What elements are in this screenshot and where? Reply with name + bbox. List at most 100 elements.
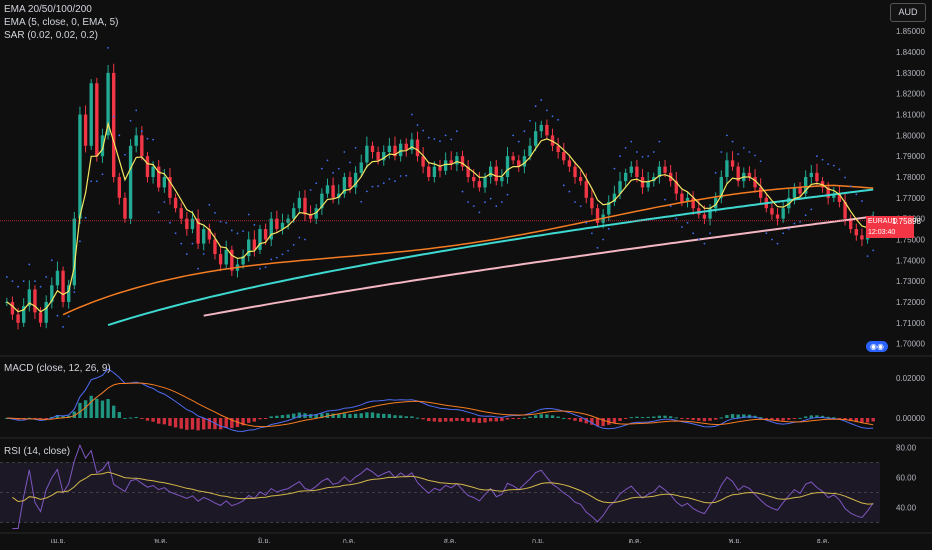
candle-body <box>612 193 617 202</box>
sar-dot <box>681 226 683 228</box>
sar-dot <box>287 249 290 252</box>
sar-dot <box>270 258 273 261</box>
sar-dot <box>332 171 335 174</box>
legend-sar[interactable]: SAR (0.02, 0.02, 0.2) <box>4 30 98 41</box>
ema200-line <box>203 215 874 317</box>
candle-body <box>331 185 335 198</box>
candle-body <box>179 208 183 219</box>
macd-histogram-bar <box>832 417 836 419</box>
macd-histogram-bar <box>325 412 330 418</box>
macd-histogram-bar <box>730 414 735 418</box>
macd-histogram-bar <box>202 418 206 430</box>
candle-body <box>207 229 212 240</box>
sar-dot <box>422 129 425 132</box>
sar-dot <box>484 201 486 204</box>
sar-dot <box>619 155 621 158</box>
candle-body <box>157 166 161 188</box>
macd-histogram-bar <box>539 414 543 418</box>
macd-histogram-bar <box>112 405 116 418</box>
sar-dot <box>855 193 858 196</box>
sar-dot <box>124 153 126 156</box>
sar-dot <box>349 161 351 164</box>
macd-histogram-bar <box>207 418 212 430</box>
rsi-tick-label: 40.00 <box>896 504 917 513</box>
sar-dot <box>568 190 571 193</box>
candle-body <box>308 214 313 219</box>
sar-dot <box>247 213 250 216</box>
candle-body <box>376 152 380 161</box>
legend-ema-single[interactable]: EMA (5, close, 0, EMA, 5) <box>4 17 119 28</box>
macd-histogram-bar <box>505 418 510 420</box>
candle-body <box>50 285 54 302</box>
candle-body <box>22 306 26 323</box>
sar-dot <box>214 212 216 214</box>
macd-histogram-bar <box>263 418 268 419</box>
macd-histogram-bar <box>623 418 628 419</box>
sar-dot <box>731 140 734 143</box>
legend-rsi[interactable]: RSI (14, close) <box>4 446 71 457</box>
macd-histogram-bar <box>725 415 729 418</box>
sar-dot <box>129 119 132 122</box>
sar-dot <box>146 137 149 140</box>
macd-histogram-bar <box>376 413 380 418</box>
candle-body <box>837 193 842 202</box>
candle-body <box>792 187 797 198</box>
macd-histogram-bar <box>798 417 802 419</box>
sar-dot <box>596 246 599 249</box>
sar-dot <box>838 168 841 171</box>
sar-dot <box>180 242 183 245</box>
macd-histogram-bar <box>145 418 150 421</box>
candle-body <box>455 156 459 165</box>
macd-histogram-bar <box>443 418 448 422</box>
sar-dot <box>202 253 205 255</box>
legend-ema-multi[interactable]: EMA 20/50/100/200 <box>4 4 92 15</box>
candle-body <box>100 135 105 157</box>
macd-histogram-bar <box>190 418 195 430</box>
candle-body <box>258 229 262 250</box>
macd-histogram-bar <box>55 415 60 418</box>
candle-body <box>134 135 138 146</box>
candle-body <box>466 166 470 177</box>
sar-dot <box>697 238 700 241</box>
sar-dot <box>320 167 323 170</box>
sar-dot <box>590 232 593 235</box>
candle-body <box>573 166 577 177</box>
candle-body <box>798 187 802 194</box>
currency-button[interactable]: AUD <box>890 3 926 22</box>
legend-macd[interactable]: MACD (close, 12, 26, 9) <box>4 363 111 374</box>
time-tick-label: พ.ย. <box>729 538 742 545</box>
sar-dot <box>799 220 801 223</box>
macd-histogram-bar <box>415 417 420 419</box>
replay-icon[interactable]: ◉◉ <box>866 341 888 352</box>
candle-body <box>314 208 318 219</box>
macd-histogram-bar <box>635 416 639 418</box>
candle-body <box>618 181 622 194</box>
sar-dot <box>191 242 194 245</box>
candle-body <box>787 197 791 209</box>
sar-dot <box>67 315 70 318</box>
candle-body <box>241 256 245 265</box>
macd-histogram-bar <box>331 413 335 418</box>
price-tick-label: 1.77000 <box>896 194 925 203</box>
ema100-line <box>107 188 874 327</box>
sar-dot <box>771 238 773 241</box>
ema50-line <box>62 184 874 316</box>
macd-histogram-bar <box>488 418 493 422</box>
candle-body <box>500 177 504 182</box>
sar-dot <box>90 180 93 183</box>
sar-dot <box>579 205 582 208</box>
macd-histogram-bar <box>393 415 397 418</box>
sar-dot <box>793 222 796 225</box>
macd-histogram-bar <box>764 418 768 419</box>
macd-histogram-bar <box>590 418 594 425</box>
macd-line <box>6 368 874 432</box>
sar-dot <box>574 201 576 203</box>
macd-histogram-bar <box>668 416 673 418</box>
candle-body <box>106 72 110 136</box>
candle-body <box>10 301 15 315</box>
sar-dot <box>315 182 318 185</box>
sar-dot <box>17 285 19 288</box>
candle-body <box>320 193 324 209</box>
candle-body <box>539 124 543 132</box>
